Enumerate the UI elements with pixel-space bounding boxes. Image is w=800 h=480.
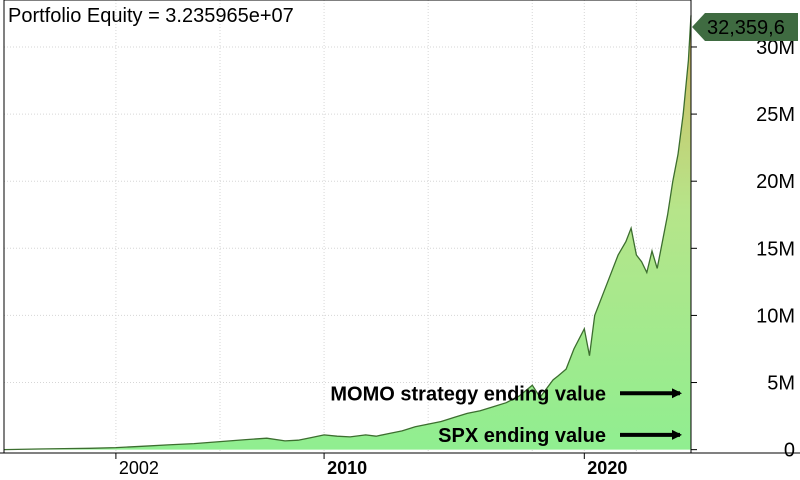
annotations: MOMO strategy ending value SPX ending val… <box>330 383 682 447</box>
y-tick-label: 5M <box>767 373 795 395</box>
y-tick-label: 0 <box>784 440 795 462</box>
annotation-label: MOMO strategy ending value <box>330 383 606 405</box>
equity-line <box>3 15 692 451</box>
y-tick-label: 10M <box>756 305 795 327</box>
y-tick-label: 15M <box>756 238 795 260</box>
y-tick-label: 25M <box>756 104 795 126</box>
x-tick-label: 2002 <box>119 458 159 478</box>
last-value-badge: 32,359,6 <box>692 13 798 41</box>
annotation-label: SPX ending value <box>438 425 606 447</box>
last-value-label: 32,359,6 <box>707 17 785 39</box>
y-tick-label: 30M <box>756 37 795 59</box>
x-tick-label: 2010 <box>327 458 367 478</box>
y-axis: 0 5M 10M 15M 20M 25M 30M <box>691 37 795 462</box>
chart-title: Portfolio Equity = 3.235965e+07 <box>8 5 294 27</box>
equity-area <box>4 15 691 450</box>
x-tick-label: 2020 <box>587 458 627 478</box>
y-tick-label: 20M <box>756 171 795 193</box>
x-axis: 2002 2010 2020 <box>115 453 627 478</box>
grid-lines <box>4 0 691 453</box>
